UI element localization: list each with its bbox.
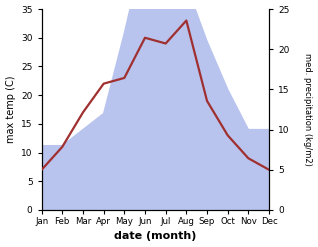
- X-axis label: date (month): date (month): [114, 231, 197, 242]
- Y-axis label: max temp (C): max temp (C): [5, 76, 16, 143]
- Y-axis label: med. precipitation (kg/m2): med. precipitation (kg/m2): [303, 53, 313, 166]
